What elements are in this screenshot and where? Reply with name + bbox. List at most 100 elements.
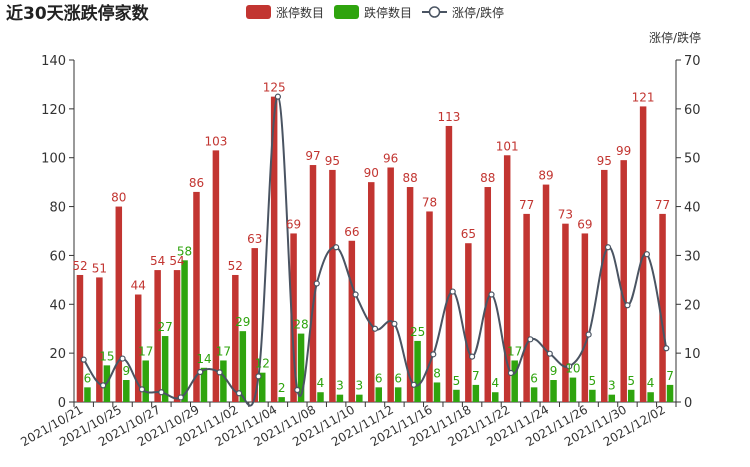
bar-limit-up — [659, 213, 666, 402]
ratio-point — [235, 390, 243, 397]
bar-limit-down — [200, 367, 208, 402]
data-label-limit-up: 77 — [519, 198, 534, 212]
left-tick-label: 120 — [41, 103, 66, 118]
data-label-limit-up: 125 — [263, 81, 286, 95]
legend-item-ratio[interactable]: 涨停/跌停 — [422, 5, 504, 20]
data-label-limit-up: 52 — [228, 259, 243, 273]
data-label-limit-down: 15 — [99, 349, 114, 363]
ratio-point — [604, 244, 612, 251]
data-label-limit-up: 86 — [189, 176, 204, 190]
bar-limit-down — [666, 384, 674, 402]
right-tick-label: 40 — [684, 201, 701, 216]
right-tick-label: 20 — [684, 298, 701, 313]
ratio-point — [274, 93, 282, 100]
legend-swatch-limit-down — [334, 5, 359, 19]
left-tick-label: 140 — [41, 54, 66, 69]
data-label-limit-down: 12 — [255, 357, 270, 371]
bar-limit-up — [134, 294, 142, 402]
data-label-limit-down: 6 — [84, 371, 92, 385]
data-label-limit-up: 121 — [632, 90, 655, 104]
data-label-limit-up: 103 — [204, 134, 227, 148]
bar-limit-up — [309, 165, 317, 402]
bar-limit-up — [484, 187, 492, 402]
legend-marker-ratio — [428, 6, 441, 18]
ratio-point — [488, 291, 495, 298]
data-label-limit-up: 51 — [92, 261, 107, 275]
data-label-limit-down: 4 — [491, 376, 499, 390]
data-label-limit-down: 2 — [278, 381, 286, 395]
bar-limit-down — [472, 384, 480, 402]
data-label-limit-up: 52 — [72, 259, 87, 273]
bar-limit-down — [278, 397, 285, 402]
bar-limit-up — [270, 96, 278, 403]
bar-limit-up — [445, 125, 453, 402]
left-tick-label: 100 — [41, 152, 66, 167]
left-tick-label: 40 — [49, 298, 66, 313]
ratio-point — [313, 280, 320, 287]
data-label-limit-down: 4 — [317, 376, 325, 390]
ratio-point — [294, 386, 301, 394]
bar-limit-up — [76, 274, 84, 402]
bar-limit-up — [368, 182, 375, 402]
bar-limit-up — [387, 167, 394, 402]
ratio-point — [371, 325, 379, 332]
data-label-limit-down: 10 — [565, 362, 580, 376]
bar-limit-up — [426, 211, 433, 402]
chart-title: 近30天涨跌停家数 — [6, 3, 150, 24]
data-label-limit-up: 54 — [150, 254, 165, 268]
data-label-limit-down: 27 — [157, 320, 172, 334]
legend: 涨停数目 跌停数目 涨停/跌停 — [246, 5, 504, 20]
ratio-point — [255, 373, 262, 380]
data-label-limit-up: 65 — [461, 227, 476, 241]
data-label-limit-up: 96 — [383, 151, 398, 165]
ratio-point — [352, 291, 359, 298]
ratio-point — [177, 394, 184, 401]
bar-limit-down — [375, 387, 382, 402]
data-label-limit-down: 17 — [507, 344, 522, 358]
data-label-limit-down: 9 — [550, 364, 558, 378]
bar-limit-down — [550, 380, 557, 402]
data-label-limit-down: 6 — [394, 371, 402, 385]
left-tick-label: 60 — [49, 249, 66, 264]
right-tick-label: 60 — [684, 103, 701, 118]
data-label-limit-down: 9 — [122, 364, 130, 378]
right-tick-label: 70 — [684, 54, 701, 69]
data-label-limit-down: 7 — [472, 369, 480, 383]
bar-limit-down — [336, 394, 344, 402]
bar-limit-down — [608, 394, 616, 402]
bar-limit-down — [530, 387, 538, 402]
data-label-limit-up: 73 — [558, 208, 573, 222]
bar-limit-down — [627, 389, 635, 402]
right-tick-label: 30 — [684, 249, 701, 264]
data-label-limit-up: 99 — [616, 144, 631, 158]
ratio-point — [449, 288, 456, 295]
data-label-limit-up: 113 — [437, 110, 460, 124]
ratio-point — [585, 331, 592, 338]
bar-limit-up — [406, 187, 414, 402]
ratio-point — [468, 353, 476, 360]
ratio-point — [527, 336, 534, 343]
ratio-point — [507, 369, 515, 377]
bar-limit-up — [562, 223, 569, 402]
ratio-point — [158, 389, 165, 396]
data-label-limit-down: 6 — [530, 371, 538, 385]
bar-limit-up — [620, 160, 627, 402]
data-label-limit-up: 69 — [286, 217, 301, 231]
bar-limit-down — [123, 380, 130, 402]
ratio-point — [391, 320, 398, 327]
data-label-limit-down: 7 — [666, 369, 674, 383]
ratio-point — [197, 368, 204, 376]
data-label-limit-up: 66 — [344, 225, 359, 239]
ratio-point — [566, 363, 573, 370]
ratio-point — [138, 386, 146, 393]
bar-limit-down — [511, 360, 518, 402]
ratio-point — [410, 381, 417, 388]
bar-limit-up — [329, 169, 336, 402]
bar-limit-down — [569, 377, 577, 402]
legend-item-limit-up[interactable]: 涨停数目 — [246, 5, 324, 20]
legend-item-limit-down[interactable]: 跌停数目 — [334, 5, 412, 20]
data-label-limit-down: 14 — [196, 352, 211, 366]
legend-label-limit-down: 跌停数目 — [364, 5, 412, 20]
